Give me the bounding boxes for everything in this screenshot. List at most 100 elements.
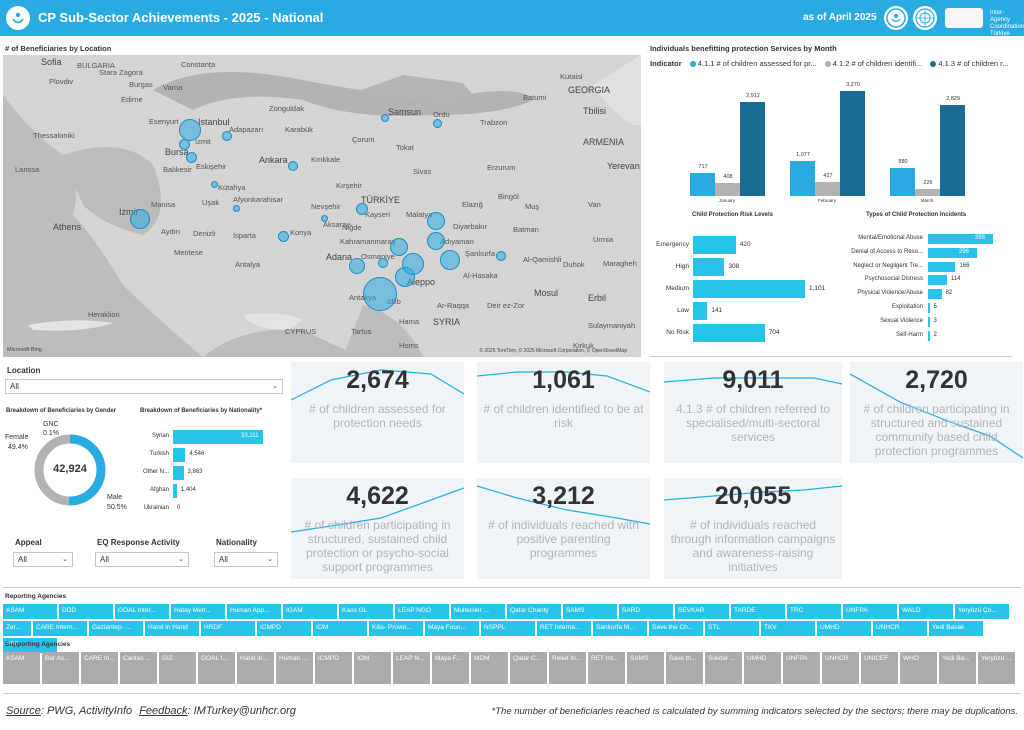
agency-tag[interactable]: TRC <box>787 604 841 619</box>
beneficiaries-map[interactable]: Sofia BULGARIA Plovdiv Stara Zagora Burg… <box>3 55 641 357</box>
agency-tag[interactable]: LEAP NGO <box>395 604 449 619</box>
agency-tag[interactable]: SARD <box>619 604 673 619</box>
agency-tag[interactable]: GIZ <box>159 652 196 684</box>
agency-tag[interactable]: SAMS <box>563 604 617 619</box>
agency-tag[interactable]: YSF <box>3 638 57 653</box>
agency-tag[interactable]: UNHCR <box>822 652 859 684</box>
donut-slice-female[interactable] <box>34 434 71 506</box>
legend-item[interactable]: 4.1.3 # of children r... <box>938 59 1009 68</box>
agency-tag[interactable]: Zer... <box>3 621 31 636</box>
map-bubble-mardin[interactable] <box>496 251 506 261</box>
agency-tag[interactable]: Kilis- Provin... <box>369 621 423 636</box>
agency-tag[interactable]: SEVKAR <box>675 604 729 619</box>
incident-bar[interactable] <box>928 289 942 300</box>
map-bubble-afyon[interactable] <box>233 205 240 212</box>
agency-tag[interactable]: Caritas ... <box>120 652 157 684</box>
agency-tag[interactable]: DDD <box>59 604 113 619</box>
agency-tag[interactable]: IOM <box>313 621 367 636</box>
agency-tag[interactable]: Gaziantep- ... <box>89 621 143 636</box>
map-bubble-izmit[interactable] <box>186 152 197 163</box>
nationality-bar[interactable] <box>173 466 184 480</box>
map-bubble-trabzon[interactable] <box>433 119 442 128</box>
donut-slice-male[interactable] <box>68 434 106 506</box>
agency-tag[interactable]: Hatay Metr... <box>171 604 225 619</box>
agency-tag[interactable]: GOAL I... <box>198 652 235 684</box>
map-bubble-mersin[interactable] <box>378 258 388 268</box>
agency-tag[interactable]: RET Int... <box>588 652 625 684</box>
agency-tag[interactable]: Save th... <box>666 652 703 684</box>
agency-tag[interactable]: Save the Ch... <box>649 621 703 636</box>
nationality-dropdown[interactable]: All ⌄ <box>214 552 278 567</box>
map-bubble-izmir[interactable] <box>130 209 150 229</box>
agency-tag[interactable]: ICMPD <box>257 621 311 636</box>
agency-tag[interactable]: HRDF <box>201 621 255 636</box>
agency-tag[interactable]: Kaos GL <box>339 604 393 619</box>
agency-tag[interactable]: Maya Foun... <box>425 621 479 636</box>
agency-tag[interactable]: ASAM <box>3 604 57 619</box>
agency-tag[interactable]: ASAM <box>3 652 40 684</box>
agency-tag[interactable]: STL <box>705 621 759 636</box>
monthly-bar[interactable] <box>740 102 765 196</box>
agency-tag[interactable]: Human App... <box>227 604 281 619</box>
monthly-bar[interactable] <box>890 167 915 196</box>
agency-tag[interactable]: Hand in Hand <box>145 621 199 636</box>
agency-tag[interactable]: NSPPL <box>481 621 535 636</box>
risk-bar[interactable] <box>693 280 805 298</box>
map-bubble-malatya[interactable] <box>427 212 445 230</box>
incident-bar[interactable] <box>928 316 930 327</box>
feedback-text[interactable]: : IMTurkey@unhcr.org <box>187 705 296 717</box>
agency-tag[interactable]: Yedi Ba... <box>939 652 976 684</box>
map-bubble-adapazari[interactable] <box>222 131 232 141</box>
incident-bar[interactable] <box>928 303 930 313</box>
incident-bar[interactable] <box>928 330 930 341</box>
agency-tag[interactable]: Bar As... <box>42 652 79 684</box>
agency-tag[interactable]: SAMS <box>627 652 664 684</box>
agency-tag[interactable]: UMHD <box>744 652 781 684</box>
agency-tag[interactable]: Hand in... <box>237 652 274 684</box>
monthly-bar[interactable] <box>690 172 715 196</box>
agency-tag[interactable]: GOAL Inter... <box>115 604 169 619</box>
nationality-bar[interactable] <box>173 448 186 462</box>
agency-tag[interactable]: Qatar C... <box>510 652 547 684</box>
map-bubble-ankara[interactable] <box>288 161 298 171</box>
map-bubble-adiyaman[interactable] <box>427 232 445 250</box>
agency-tag[interactable]: Yeryüzü ... <box>978 652 1015 684</box>
map-bubble-istanbul[interactable] <box>179 119 201 141</box>
agency-tag[interactable]: WALD <box>899 604 953 619</box>
legend-item[interactable]: 4.1.2 # of children identifi... <box>832 59 923 68</box>
incident-bar[interactable] <box>928 275 947 286</box>
agency-tag[interactable]: Sanlıurfa M... <box>593 621 647 636</box>
monthly-bar[interactable] <box>940 105 965 196</box>
agency-tag[interactable]: UMHD <box>817 621 871 636</box>
legend-item[interactable]: 4.1.1 # of children assessed for pr... <box>697 59 817 68</box>
agency-tag[interactable]: ICMPD <box>315 652 352 684</box>
monthly-bar[interactable] <box>715 182 740 196</box>
agency-tag[interactable]: Maya F... <box>432 652 469 684</box>
incident-bar[interactable] <box>928 247 977 258</box>
monthly-bar[interactable] <box>815 182 840 196</box>
agency-tag[interactable]: UNFPA <box>783 652 820 684</box>
map-bubble-konya[interactable] <box>278 231 289 242</box>
map-attribution[interactable]: © 2025 TomTom, © 2025 Microsoft Corporat… <box>479 348 627 354</box>
location-dropdown[interactable]: All ⌄ <box>5 379 283 394</box>
eq-activity-dropdown[interactable]: All ⌄ <box>95 552 189 567</box>
risk-bar[interactable] <box>693 236 736 254</box>
agency-tag[interactable]: Solidar ... <box>705 652 742 684</box>
map-bubble-gaziantep[interactable] <box>390 238 408 256</box>
map-bubble-hatay[interactable] <box>363 277 397 311</box>
appeal-dropdown[interactable]: All ⌄ <box>13 552 73 567</box>
agency-tag[interactable]: RET Interna... <box>537 621 591 636</box>
agency-tag[interactable]: CARE In... <box>81 652 118 684</box>
agency-tag[interactable]: Yeryüzü Ço... <box>955 604 1009 619</box>
monthly-bar[interactable] <box>790 161 815 196</box>
agency-tag[interactable]: WHO <box>900 652 937 684</box>
agency-tag[interactable]: Yedi Basak <box>929 621 983 636</box>
nationality-bar[interactable] <box>173 484 177 498</box>
incident-bar[interactable] <box>928 261 956 272</box>
agency-tag[interactable]: TARDE <box>731 604 785 619</box>
incident-bar[interactable] <box>928 234 993 244</box>
risk-bar[interactable] <box>693 302 708 320</box>
map-bubble-osmaniye[interactable] <box>402 253 424 275</box>
map-bubble-sanliurfa[interactable] <box>440 250 460 270</box>
map-bubble-kayseri[interactable] <box>356 203 368 215</box>
